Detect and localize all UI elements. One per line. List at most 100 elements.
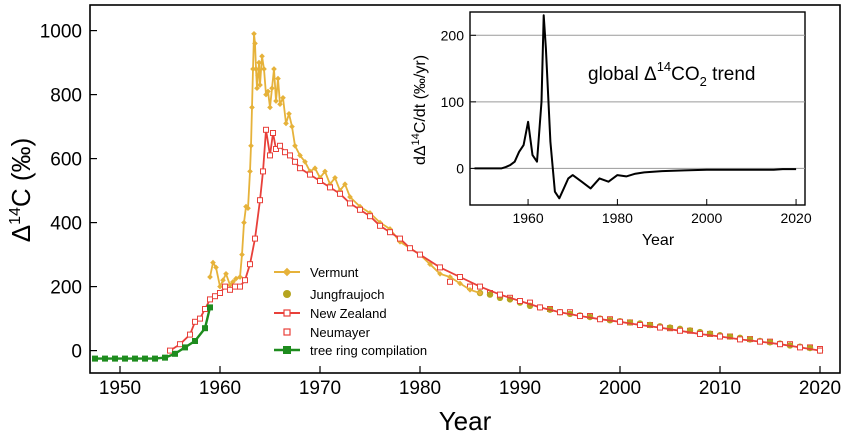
data-point [260, 168, 266, 175]
data-point [257, 197, 263, 204]
data-point [717, 333, 723, 340]
data-point [277, 142, 283, 149]
data-point [332, 174, 338, 181]
data-point [367, 213, 373, 220]
inset-trend-line [474, 14, 797, 200]
data-point [797, 344, 803, 351]
data-point [222, 283, 228, 290]
data-point [307, 171, 313, 178]
inset-x-tick-label: 1980 [602, 210, 633, 226]
main-series [92, 30, 824, 362]
series-line-vermunt [209, 32, 481, 294]
data-point [267, 152, 273, 159]
inset-x-tick-label: 1960 [512, 210, 543, 226]
data-point [162, 354, 168, 361]
data-point [597, 316, 603, 323]
data-point [172, 350, 178, 357]
legend-label-tree-ring: tree ring compilation [310, 343, 427, 358]
data-point [273, 146, 279, 152]
data-point [250, 66, 256, 72]
data-point [253, 66, 259, 72]
data-point [617, 318, 623, 325]
main-x-tick-label: 2020 [799, 378, 841, 399]
data-point [132, 355, 138, 362]
legend-item-tree-ring: tree ring compilation [274, 343, 427, 358]
legend-item-new-zealand: New Zealand [274, 306, 387, 321]
data-point [237, 274, 243, 280]
data-point [241, 219, 247, 226]
data-point [142, 355, 148, 362]
data-point [92, 355, 98, 362]
data-point [447, 278, 453, 285]
data-point [242, 277, 248, 284]
data-point [337, 190, 343, 197]
inset-y-ticks: 0 100 200 [441, 27, 476, 176]
data-point [227, 282, 233, 288]
data-point [467, 286, 473, 293]
legend-label-vermunt: Vermunt [310, 265, 359, 280]
data-point [282, 149, 288, 156]
data-point [247, 168, 253, 175]
data-point [248, 142, 254, 149]
data-point [317, 178, 323, 184]
inset-x-tick-label: 2000 [691, 210, 722, 226]
data-point [252, 235, 258, 242]
data-point [245, 205, 251, 212]
legend-item-vermunt: Vermunt [274, 265, 359, 280]
inset-plot: 1960 1980 2000 2020 0 100 200 Year dΔ14C/dt (… [410, 11, 812, 249]
data-point [202, 325, 208, 332]
data-point [283, 120, 289, 127]
data-point [407, 245, 413, 252]
data-point [212, 293, 218, 300]
data-point [417, 251, 423, 258]
inset-gridlines [470, 34, 805, 169]
main-x-tick-label: 1990 [499, 378, 541, 399]
data-point [177, 341, 183, 348]
data-point [697, 330, 703, 337]
data-point [269, 85, 275, 92]
data-point [257, 82, 263, 88]
inset-x-tick-label: 2020 [780, 210, 811, 226]
data-point [537, 304, 543, 311]
data-point [637, 322, 643, 328]
data-point [557, 309, 563, 316]
data-point [232, 283, 238, 290]
series-new-zealand [167, 126, 823, 354]
data-point [192, 318, 198, 325]
data-point [287, 152, 293, 159]
data-point [302, 158, 308, 165]
main-y-axis-title: Δ14C (‰) [6, 138, 36, 243]
legend-label-neumayer: Neumayer [310, 325, 371, 340]
data-point [239, 251, 245, 258]
data-point [267, 104, 273, 111]
data-point [230, 278, 236, 285]
data-point [737, 336, 743, 343]
data-point [197, 315, 203, 322]
data-point [377, 222, 383, 229]
data-point [207, 296, 213, 303]
inset-note: global Δ14CO2 trend [588, 59, 755, 89]
data-point [122, 355, 128, 362]
data-point [657, 324, 663, 331]
inset-y-tick-label: 0 [456, 160, 464, 176]
data-point [577, 313, 583, 320]
data-point [447, 274, 453, 280]
main-y-ticks: 0 200 400 600 800 1000 [40, 22, 97, 363]
data-point [297, 152, 303, 159]
inset-series [474, 14, 797, 200]
data-point [247, 261, 253, 268]
inset-x-axis-title: Year [642, 232, 675, 249]
main-x-tick-label: 1970 [299, 378, 341, 399]
main-y-tick-label: 600 [50, 150, 82, 171]
data-point [327, 184, 333, 191]
data-point [227, 286, 233, 293]
data-point [312, 165, 318, 172]
data-point [210, 259, 216, 266]
data-point [271, 66, 277, 72]
data-point [397, 235, 403, 242]
data-point [217, 290, 223, 296]
data-point [213, 264, 219, 271]
legend: Vermunt Jungfraujoch New Zealand Neumaye… [274, 265, 427, 358]
data-point [677, 327, 683, 334]
data-point [254, 85, 260, 92]
